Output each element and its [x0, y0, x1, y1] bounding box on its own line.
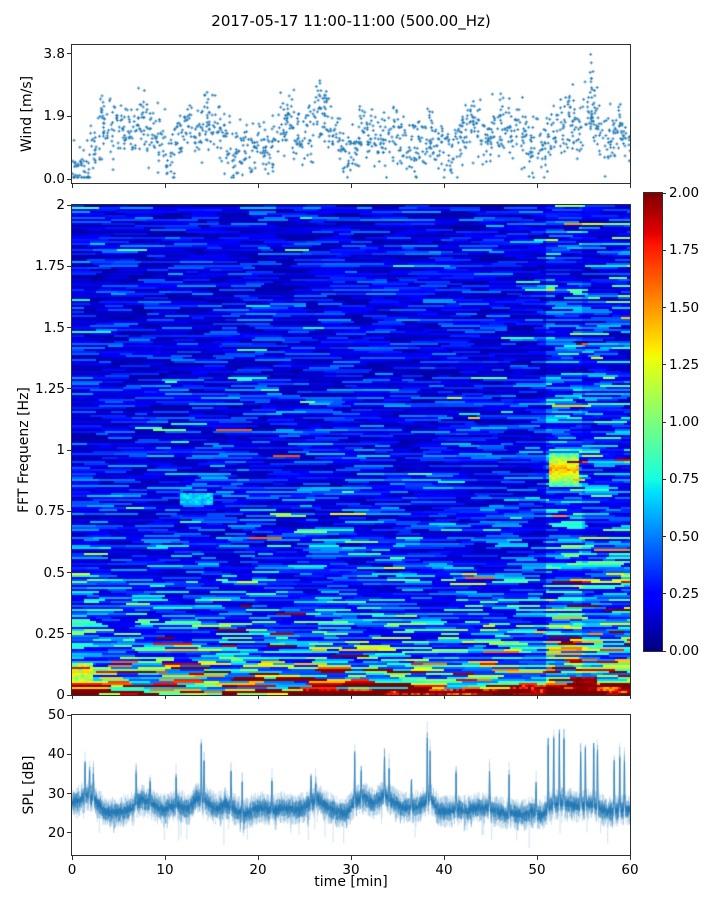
colorbar-tick-label: 2.00 — [669, 185, 700, 201]
fft-ytick-label: 1.25 — [34, 380, 65, 397]
colorbar-tick-label: 0.00 — [669, 643, 700, 659]
spl-ytick-mark — [67, 753, 72, 755]
wind-xtick-mark — [350, 184, 352, 188]
spl-xtick-mark — [350, 856, 352, 860]
spec-xtick-mark — [443, 696, 445, 699]
colorbar-tick-mark — [662, 249, 666, 251]
spl-xtick-mark — [629, 856, 631, 860]
wind-xtick-mark — [257, 184, 259, 188]
spec-xtick-mark — [257, 696, 259, 699]
colorbar-tick-label: 1.00 — [669, 414, 700, 430]
spec-xtick-mark — [164, 696, 166, 699]
wind-xtick-mark — [164, 184, 166, 188]
spl-ytick-mark — [67, 793, 72, 795]
time-axis-label: time [min] — [314, 874, 388, 890]
colorbar-tick-mark — [662, 421, 666, 423]
colorbar-tick-mark — [662, 307, 666, 308]
spl-ytick-label: 30 — [47, 785, 65, 802]
colorbar-tick-mark — [662, 536, 666, 537]
spec-xtick-mark — [71, 696, 73, 699]
fft-ytick-mark — [67, 694, 72, 696]
spl-xtick-mark — [443, 856, 445, 860]
wind-ytick-label: 3.8 — [43, 45, 65, 62]
wind-ytick-label: 1.9 — [43, 108, 65, 125]
wind-xtick-mark — [443, 184, 445, 188]
colorbar-gradient — [644, 193, 662, 651]
wind-ytick-mark — [67, 115, 72, 117]
colorbar-tick-label: 1.25 — [669, 356, 700, 373]
spl-ytick-mark — [67, 714, 72, 716]
wind-ytick-mark — [67, 53, 72, 55]
spl-ytick-mark — [67, 832, 72, 834]
fft-ytick-mark — [67, 633, 72, 635]
spl-xtick-mark — [536, 856, 538, 860]
fft-ytick-label: 2 — [56, 197, 65, 213]
fft-ytick-label: 0.25 — [34, 625, 65, 642]
time-xtick-label: 60 — [621, 862, 639, 878]
fft-ytick-mark — [67, 449, 72, 451]
colorbar-tick-label: 0.50 — [669, 528, 700, 545]
spl-line-canvas — [72, 715, 630, 855]
spl-ytick-label: 20 — [47, 824, 65, 841]
wind-xtick-mark — [536, 184, 538, 188]
wind-ytick-label: 0.0 — [43, 171, 65, 188]
time-xtick-label: 0 — [67, 862, 77, 878]
spec-xtick-mark — [536, 696, 538, 699]
colorbar-tick-label: 0.25 — [669, 585, 700, 602]
spl-ytick-label: 40 — [47, 746, 65, 763]
colorbar-tick-label: 1.75 — [669, 242, 700, 259]
colorbar-tick-mark — [662, 364, 666, 366]
spec-xtick-mark — [629, 696, 631, 699]
colorbar-tick-mark — [662, 478, 666, 480]
chart-title: 2017-05-17 11:00-11:00 (500.00_Hz) — [211, 12, 491, 30]
time-xtick-label: 10 — [156, 862, 174, 878]
wind-scatter-canvas — [72, 45, 630, 183]
fft-ytick-mark — [67, 510, 72, 512]
spec-xtick-mark — [350, 696, 352, 699]
fft-ytick-label: 1.75 — [34, 258, 65, 275]
colorbar-tick-mark — [662, 192, 666, 194]
spl-xtick-mark — [257, 856, 259, 860]
colorbar-tick-label: 1.50 — [669, 299, 700, 316]
fft-ytick-label: 0 — [56, 687, 65, 703]
spl-ytick-label: 50 — [47, 707, 65, 723]
time-xtick-label: 30 — [342, 862, 360, 878]
fft-ytick-mark — [67, 204, 72, 206]
fft-ytick-label: 0.5 — [43, 564, 65, 581]
fft-ytick-mark — [67, 327, 72, 328]
time-xtick-label: 40 — [435, 862, 453, 878]
colorbar-tick-mark — [662, 650, 666, 652]
fft-ytick-label: 0.75 — [34, 503, 65, 520]
spectrogram-canvas — [72, 205, 630, 695]
colorbar-tick-mark — [662, 593, 666, 595]
wind-xtick-mark — [629, 184, 631, 188]
colorbar-tick-label: 0.75 — [669, 471, 700, 488]
time-xtick-label: 50 — [528, 862, 546, 878]
fft-ytick-label: 1.5 — [43, 319, 65, 336]
time-xtick-label: 20 — [249, 862, 267, 878]
fft-ytick-mark — [67, 265, 72, 267]
fft-ytick-label: 1 — [56, 442, 65, 458]
wind-xtick-mark — [71, 184, 73, 188]
spl-xtick-mark — [71, 856, 73, 860]
spl-xtick-mark — [164, 856, 166, 860]
fft-ytick-mark — [67, 572, 72, 573]
wind-ytick-mark — [67, 178, 72, 180]
fft-ytick-mark — [67, 388, 72, 390]
